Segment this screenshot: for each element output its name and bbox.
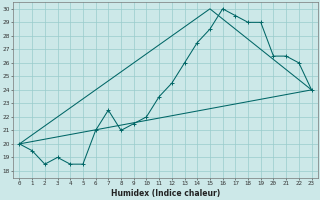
X-axis label: Humidex (Indice chaleur): Humidex (Indice chaleur) — [111, 189, 220, 198]
